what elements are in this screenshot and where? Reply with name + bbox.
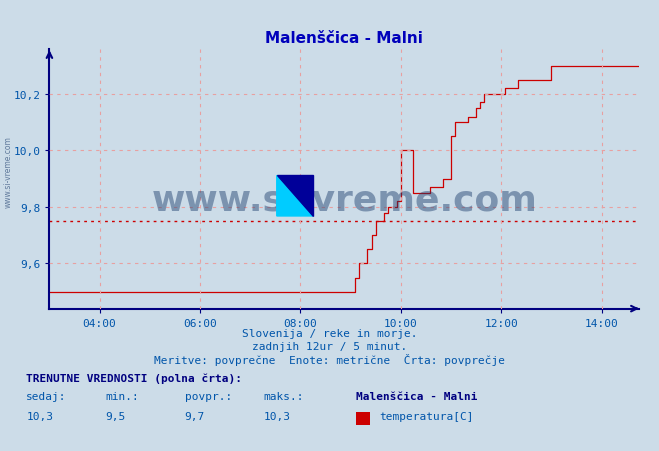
Text: zadnjih 12ur / 5 minut.: zadnjih 12ur / 5 minut. — [252, 341, 407, 351]
Text: TRENUTNE VREDNOSTI (polna črta):: TRENUTNE VREDNOSTI (polna črta): — [26, 373, 243, 383]
Text: 9,7: 9,7 — [185, 411, 205, 421]
Text: Meritve: povprečne  Enote: metrične  Črta: povprečje: Meritve: povprečne Enote: metrične Črta:… — [154, 353, 505, 365]
Text: povpr.:: povpr.: — [185, 391, 232, 401]
Text: 10,3: 10,3 — [264, 411, 291, 421]
Text: sedaj:: sedaj: — [26, 391, 67, 401]
Text: www.si-vreme.com: www.si-vreme.com — [152, 183, 537, 217]
Polygon shape — [277, 176, 313, 216]
Text: www.si-vreme.com: www.si-vreme.com — [3, 135, 13, 207]
Text: Malenščica - Malni: Malenščica - Malni — [356, 391, 477, 401]
Text: maks.:: maks.: — [264, 391, 304, 401]
Text: min.:: min.: — [105, 391, 139, 401]
Text: Slovenija / reke in morje.: Slovenija / reke in morje. — [242, 328, 417, 338]
Text: temperatura[C]: temperatura[C] — [379, 411, 473, 421]
Text: 10,3: 10,3 — [26, 411, 53, 421]
Text: 9,5: 9,5 — [105, 411, 126, 421]
Title: Malenščica - Malni: Malenščica - Malni — [266, 31, 423, 46]
Polygon shape — [277, 176, 313, 216]
